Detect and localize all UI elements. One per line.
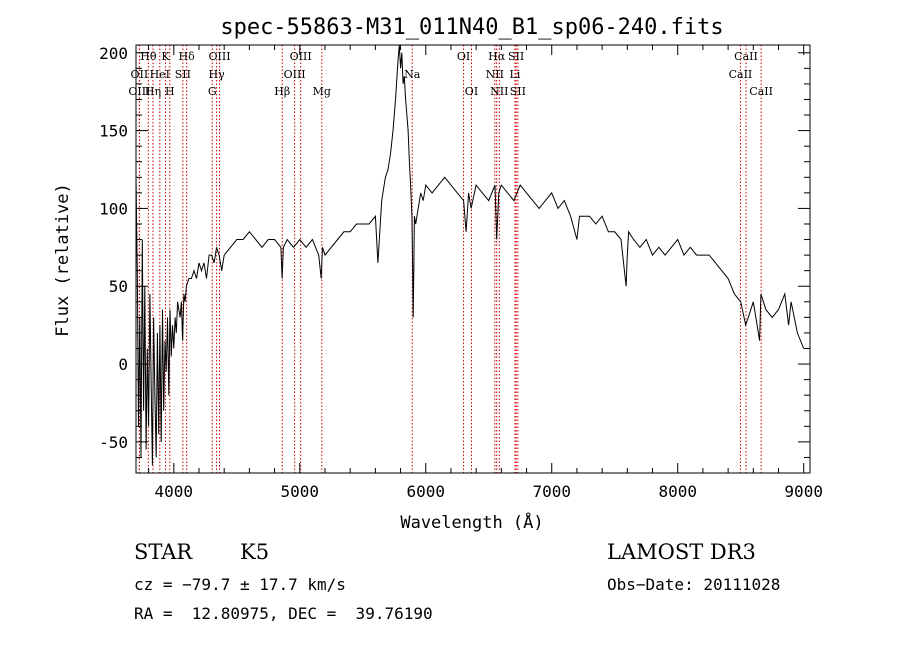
- chart-title: spec-55863-M31_011N40_B1_sp06-240.fits: [220, 15, 723, 40]
- spectral-line-label: H: [165, 85, 175, 98]
- spectral-line-label: OI: [457, 50, 470, 63]
- spectral-line-label: Hγ: [209, 68, 226, 81]
- obs-date: Obs−Date: 20111028: [607, 575, 781, 594]
- redshift-readout: cz = −79.7 ± 17.7 km/s: [134, 575, 346, 594]
- spectral-line-label: SII: [510, 85, 526, 98]
- spectral-line-label: Hα: [488, 50, 506, 63]
- spectral-line-label: OI: [465, 85, 478, 98]
- x-tick-label: 6000: [406, 482, 445, 501]
- spectral-line-label: SII: [175, 68, 191, 81]
- spectral-line-label: Hβ: [274, 85, 290, 98]
- object-subclass: K5: [240, 540, 270, 564]
- spectral-line-label: Hη: [145, 85, 161, 98]
- spectral-line-label: OIII: [208, 50, 230, 63]
- x-axis-label: Wavelength (Å): [400, 511, 543, 533]
- x-axis-ticks: 4000 5000 6000 7000 8000 9000: [148, 45, 823, 501]
- spectral-line-markers: [138, 45, 762, 473]
- spectral-line-label: Hθ: [140, 50, 157, 63]
- y-tick-label: 200: [99, 44, 128, 63]
- y-tick-label: 0: [118, 355, 128, 374]
- spectral-line-label: OIII: [290, 50, 312, 63]
- y-axis-label: Flux (relative): [53, 183, 73, 337]
- spectral-line-label: SII: [508, 50, 524, 63]
- spectral-line-label: OII: [131, 68, 149, 81]
- y-tick-label: 150: [99, 122, 128, 141]
- spectrum-line: [135, 44, 805, 466]
- spectral-line-label: CaII: [734, 50, 758, 63]
- spectral-line-label: OIII: [284, 68, 306, 81]
- spectral-line-label: Na: [404, 68, 421, 81]
- spectral-line-label: NII: [490, 85, 508, 98]
- spectral-line-label: Li: [510, 68, 521, 81]
- survey-label: LAMOST DR3: [607, 540, 756, 564]
- spectral-line-label: K: [161, 50, 170, 63]
- spectral-line-label: Mg: [313, 85, 331, 98]
- y-tick-label: 50: [109, 277, 128, 296]
- y-tick-label: -50: [99, 433, 128, 452]
- x-tick-label: 7000: [532, 482, 571, 501]
- x-tick-label: 9000: [784, 482, 823, 501]
- x-tick-label: 4000: [155, 482, 194, 501]
- x-tick-label: 5000: [281, 482, 320, 501]
- y-axis-ticks: -50 0 50 100 150 200: [99, 44, 810, 458]
- spectral-line-label: HeI: [150, 68, 170, 81]
- x-tick-label: 8000: [658, 482, 697, 501]
- object-class: STAR: [134, 540, 193, 564]
- spectral-line-label: Hδ: [179, 50, 196, 63]
- spectral-line-label: NII: [486, 68, 504, 81]
- spectral-line-label: CaII: [729, 68, 753, 81]
- spectral-line-label: G: [208, 85, 217, 98]
- coordinates: RA = 12.80975, DEC = 39.76190: [134, 604, 433, 623]
- plot-frame: [135, 44, 811, 474]
- y-tick-label: 100: [99, 199, 128, 218]
- spectral-line-label: OIII: [128, 85, 150, 98]
- spectral-line-label: CaII: [749, 85, 773, 98]
